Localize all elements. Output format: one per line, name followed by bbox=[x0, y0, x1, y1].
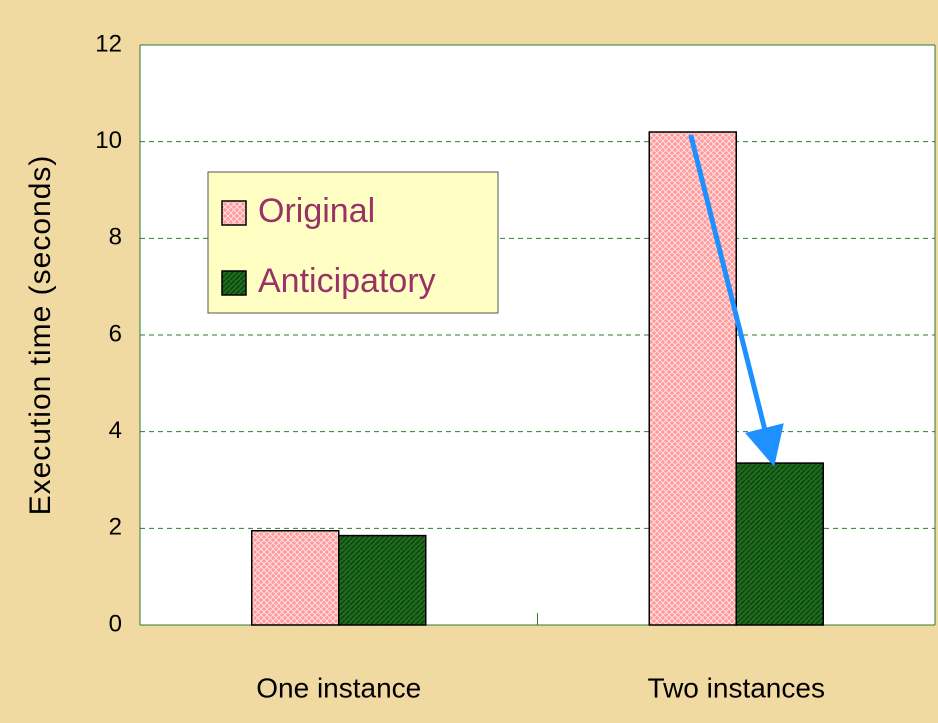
y-tick-label: 6 bbox=[109, 320, 122, 347]
y-tick-label: 8 bbox=[109, 224, 122, 251]
legend-label: Original bbox=[258, 192, 375, 230]
legend-swatch bbox=[221, 200, 247, 226]
y-tick-label: 2 bbox=[109, 514, 122, 541]
bar bbox=[735, 462, 824, 626]
y-tick-label: 10 bbox=[95, 127, 122, 154]
bar bbox=[251, 530, 340, 626]
legend-swatch bbox=[221, 270, 247, 296]
y-tick-label: 4 bbox=[109, 417, 122, 444]
legend bbox=[207, 171, 499, 314]
y-axis-title: Execution time (seconds) bbox=[24, 155, 57, 516]
x-tick-label: One instance bbox=[256, 672, 421, 703]
annotation-arrow bbox=[688, 134, 784, 467]
x-tick-label: Two instances bbox=[648, 672, 825, 703]
legend-label: Anticipatory bbox=[258, 262, 436, 300]
bar bbox=[648, 131, 737, 626]
bar bbox=[338, 534, 427, 626]
y-tick-label: 0 bbox=[109, 610, 122, 637]
y-tick-label: 12 bbox=[95, 30, 122, 57]
